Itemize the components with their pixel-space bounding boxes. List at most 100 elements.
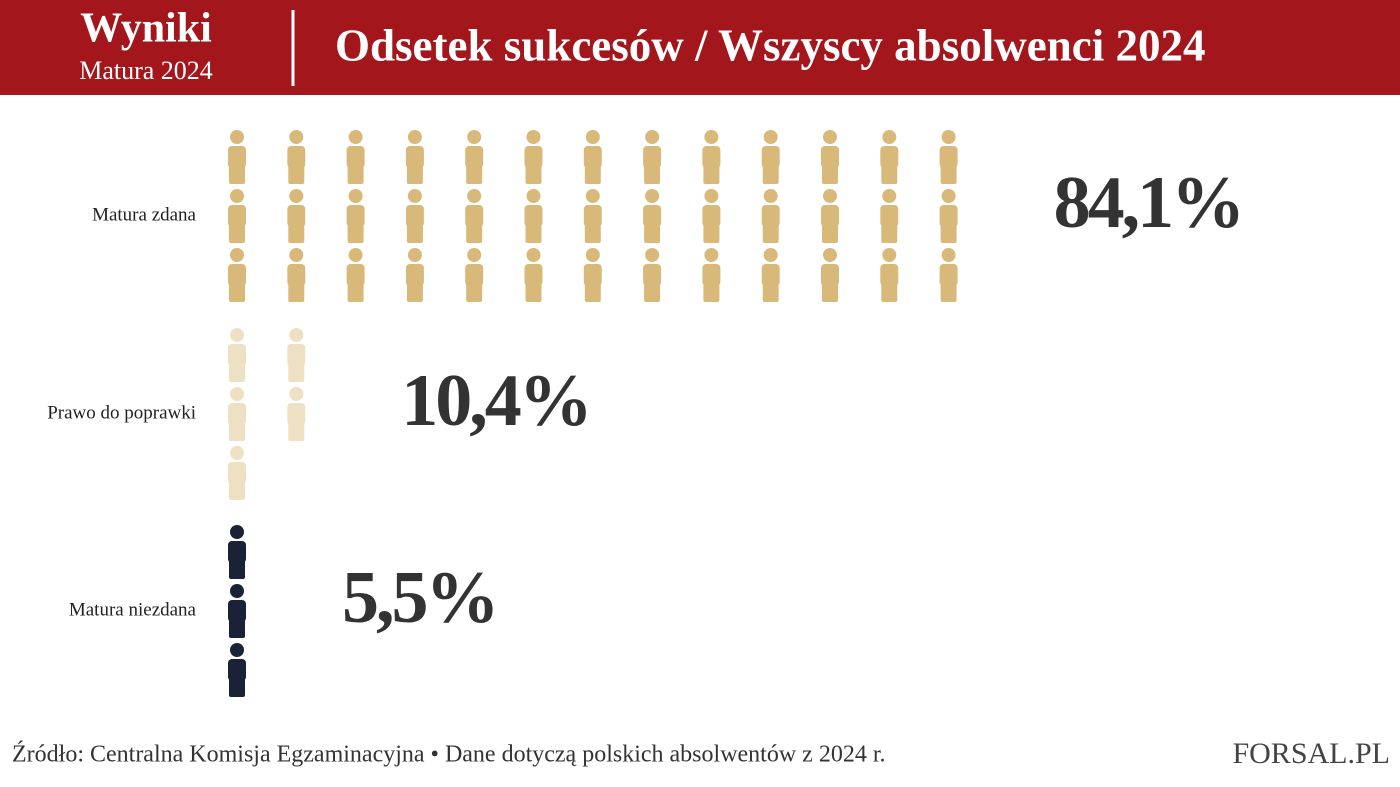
person-icon-legs bbox=[644, 164, 661, 184]
person-icon-legs bbox=[229, 677, 245, 697]
person-icon-head bbox=[882, 189, 897, 203]
person-icon-head bbox=[704, 130, 719, 144]
person-icon-body bbox=[702, 205, 721, 227]
person-icon-legs bbox=[406, 282, 423, 302]
person-icon-head bbox=[585, 248, 600, 262]
person-icon-legs bbox=[466, 223, 483, 243]
person-icon-body bbox=[346, 205, 365, 227]
person-icon-legs bbox=[466, 282, 483, 302]
logo: FORSAL.PL bbox=[1232, 737, 1390, 770]
person-icon-body bbox=[346, 264, 365, 286]
person-icon-body bbox=[287, 205, 306, 227]
person-icon-body bbox=[939, 146, 958, 168]
person-icon-legs bbox=[525, 282, 542, 302]
person-icon-legs bbox=[406, 223, 423, 243]
person-icon-body bbox=[761, 146, 780, 168]
person-icon-body bbox=[287, 264, 306, 286]
person-icon-legs bbox=[406, 164, 423, 184]
person-icon-head bbox=[467, 189, 482, 203]
person-icon-body bbox=[583, 146, 602, 168]
person-icon-head bbox=[763, 189, 778, 203]
person-icon-head bbox=[289, 328, 304, 342]
person-icon-head bbox=[526, 248, 541, 262]
person-icon-legs bbox=[822, 164, 838, 184]
person-icon-legs bbox=[347, 223, 364, 243]
person-icon-legs bbox=[347, 282, 364, 302]
person-icon-legs bbox=[288, 282, 305, 302]
category-label: Matura niezdana bbox=[69, 599, 197, 620]
person-icon-body bbox=[761, 205, 780, 227]
person-icon-legs bbox=[229, 618, 245, 638]
chart-title: Odsetek sukcesów / Wszyscy absolwenci 20… bbox=[335, 20, 1205, 70]
category-label: Prawo do poprawki bbox=[47, 402, 196, 423]
person-icon-legs bbox=[822, 282, 838, 302]
person-icon-legs bbox=[229, 164, 245, 184]
person-icon-head bbox=[230, 584, 244, 598]
person-icon-legs bbox=[881, 282, 898, 302]
person-icon-body bbox=[643, 264, 662, 286]
person-icon-legs bbox=[881, 164, 898, 184]
person-icon-head bbox=[289, 248, 304, 262]
person-icon-head bbox=[467, 130, 482, 144]
person-icon-legs bbox=[762, 164, 779, 184]
person-icon-body bbox=[643, 146, 662, 168]
person-icon-legs bbox=[525, 223, 542, 243]
value-label: 10,4% bbox=[401, 360, 590, 442]
person-icon-legs bbox=[229, 362, 245, 382]
person-icon-legs bbox=[584, 223, 601, 243]
person-icon-legs bbox=[703, 223, 720, 243]
person-icon-body bbox=[524, 264, 543, 286]
person-icon-head bbox=[645, 248, 660, 262]
person-icon-body bbox=[761, 264, 780, 286]
brand-subtitle: Matura 2024 bbox=[79, 56, 213, 85]
person-icon-body bbox=[228, 462, 246, 484]
person-icon-body bbox=[405, 146, 424, 168]
person-icon-body bbox=[524, 146, 543, 168]
person-icon-legs bbox=[288, 421, 305, 441]
person-icon-head bbox=[289, 387, 304, 401]
person-icon-legs bbox=[822, 223, 838, 243]
person-icon-head bbox=[526, 189, 541, 203]
person-icon-head bbox=[230, 446, 244, 460]
person-icon-head bbox=[823, 189, 837, 203]
person-icon-body bbox=[228, 600, 246, 622]
person-icon-head bbox=[230, 328, 244, 342]
person-icon-head bbox=[407, 189, 422, 203]
person-icon-head bbox=[585, 189, 600, 203]
person-icon-head bbox=[407, 248, 422, 262]
value-label: 5,5% bbox=[342, 557, 497, 639]
person-icon-body bbox=[228, 146, 246, 168]
person-icon-head bbox=[289, 189, 304, 203]
person-icon-legs bbox=[644, 223, 661, 243]
person-icon-body bbox=[702, 264, 721, 286]
person-icon-head bbox=[230, 387, 244, 401]
person-icon-legs bbox=[940, 282, 957, 302]
category-label: Matura zdana bbox=[92, 204, 196, 225]
person-icon-head bbox=[585, 130, 600, 144]
source: Źródło: Centralna Komisja Egzaminacyjna … bbox=[12, 742, 886, 768]
person-icon-head bbox=[823, 248, 837, 262]
person-icon-body bbox=[465, 264, 484, 286]
person-icon-body bbox=[643, 205, 662, 227]
person-icon-legs bbox=[229, 223, 245, 243]
person-icon-head bbox=[230, 189, 244, 203]
person-icon-head bbox=[941, 248, 956, 262]
person-icon-head bbox=[289, 130, 304, 144]
brand: Wyniki bbox=[80, 6, 212, 52]
person-icon-body bbox=[702, 146, 721, 168]
person-icon-body bbox=[939, 205, 958, 227]
person-icon-legs bbox=[229, 421, 245, 441]
person-icon-head bbox=[230, 643, 244, 657]
person-icon-legs bbox=[762, 223, 779, 243]
person-icon-head bbox=[941, 130, 956, 144]
person-icon-body bbox=[228, 205, 246, 227]
person-icon-legs bbox=[347, 164, 364, 184]
person-icon-head bbox=[645, 189, 660, 203]
person-icon-head bbox=[230, 525, 244, 539]
person-icon-legs bbox=[466, 164, 483, 184]
person-icon-body bbox=[228, 541, 246, 563]
person-icon-body bbox=[583, 205, 602, 227]
person-icon-body bbox=[880, 264, 899, 286]
person-icon-body bbox=[346, 146, 365, 168]
